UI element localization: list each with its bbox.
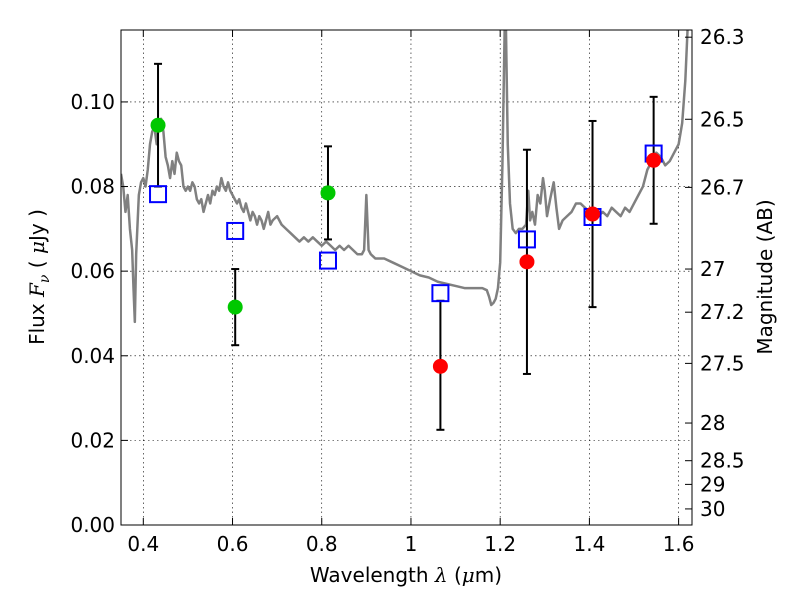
model-square-marker [149,185,168,204]
x-tick-label: 1.6 [663,532,695,556]
markers-layer [149,62,663,431]
y2-tick-label: 26.7 [700,175,745,199]
model-square-marker [318,251,337,270]
model-square-marker [226,221,245,240]
y2-tick-label: 27.5 [700,351,745,375]
data-point [320,185,336,201]
y-axis-ticks: 0.00 0.02 0.04 0.06 0.08 0.10 [70,90,128,537]
spectrum-line [121,30,689,324]
data-point [585,206,601,222]
model-square-marker [517,230,536,249]
x-tick-label: 0.4 [127,532,159,556]
y-tick-label: 0.02 [70,428,115,452]
y2-tick-label: 27.2 [700,300,745,324]
y-tick-label: 0.10 [70,90,115,114]
model-square-marker [431,284,450,303]
y-axis-label: Flux Fν ( μJy ) [25,209,53,345]
x-tick-label: 0.8 [306,532,338,556]
grid [121,30,692,526]
x-tick-label: 1 [405,532,418,556]
y-tick-label: 0.04 [70,344,115,368]
data-point [519,254,535,270]
y-tick-label: 0.06 [70,259,115,283]
data-point [646,152,662,168]
x-tick-label: 0.6 [217,532,249,556]
plot-frame [120,29,693,526]
x-tick-label: 1.4 [573,532,605,556]
data-point [150,117,166,133]
x-axis-ticks: 0.4 0.6 0.8 1 1.2 1.4 1.6 [127,30,695,556]
data-point [227,299,243,315]
y2-tick-label: 27 [700,257,725,281]
axes [120,29,693,526]
y2-tick-label: 26.3 [700,25,745,49]
y2-tick-label: 29 [700,472,725,496]
y-tick-label: 0.08 [70,175,115,199]
svg-text:Flux Fν ( μJy ): Flux Fν ( μJy ) [25,209,53,345]
x-tick-label: 1.2 [484,532,516,556]
y2-tick-label: 28 [700,411,725,435]
y2-tick-label: 26.5 [700,107,745,131]
y2-tick-label: 30 [700,497,725,521]
y2-axis-label: Magnitude (AB) [753,199,777,354]
x-axis-label: Wavelength λ (μm) [310,563,502,587]
y2-tick-label: 28.5 [700,449,745,473]
y-tick-label: 0.00 [70,513,115,537]
spectrum-layer [121,30,689,324]
data-point [432,358,448,374]
